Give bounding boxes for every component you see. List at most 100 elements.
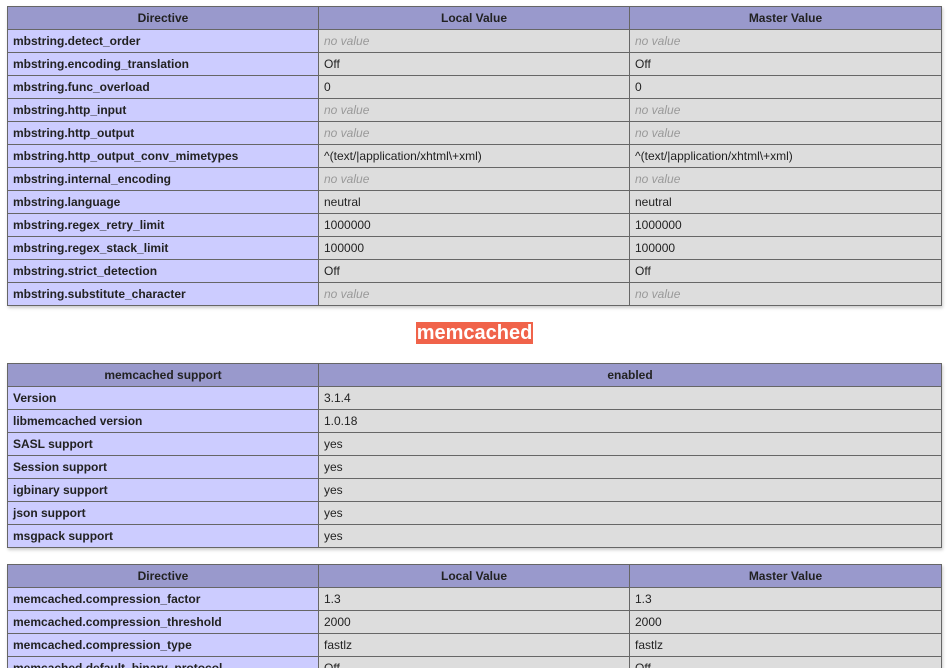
directive-value: fastlz bbox=[318, 633, 630, 657]
table-row: Session support yes bbox=[7, 455, 942, 479]
directive-value: no value bbox=[629, 121, 942, 145]
section-title-link[interactable]: memcached bbox=[415, 322, 534, 344]
table-row: mbstring.substitute_character no value no … bbox=[7, 282, 942, 306]
directive-name: msgpack support bbox=[7, 524, 319, 548]
table-row: mbstring.http_output no value no value bbox=[7, 121, 942, 145]
no-value: no value bbox=[635, 103, 681, 117]
no-value: no value bbox=[324, 172, 370, 186]
directive-value: no value bbox=[318, 121, 630, 145]
directive-name: memcached.compression_factor bbox=[7, 587, 319, 611]
directive-name: mbstring.func_overload bbox=[7, 75, 319, 99]
directive-value: neutral bbox=[629, 190, 942, 214]
table-row: memcached.compression_type fastlz fastlz bbox=[7, 633, 942, 657]
directive-value: ^(text/|application/xhtml\+xml) bbox=[629, 144, 942, 168]
directive-value: 3.1.4 bbox=[318, 386, 942, 410]
directive-value: Off bbox=[629, 656, 942, 668]
directive-value: no value bbox=[629, 282, 942, 306]
table-row: mbstring.regex_stack_limit 100000 100000 bbox=[7, 236, 942, 260]
table-row: json support yes bbox=[7, 501, 942, 525]
directive-value: Off bbox=[318, 656, 630, 668]
directive-name: mbstring.http_input bbox=[7, 98, 319, 122]
no-value: no value bbox=[324, 287, 370, 301]
directive-name: Session support bbox=[7, 455, 319, 479]
directive-value: no value bbox=[318, 29, 630, 53]
table-row: mbstring.http_output_conv_mimetypes ^(tex… bbox=[7, 144, 942, 168]
no-value: no value bbox=[324, 34, 370, 48]
table-row: memcached.compression_threshold 2000 2000 bbox=[7, 610, 942, 634]
no-value: no value bbox=[635, 34, 681, 48]
directive-value: no value bbox=[318, 167, 630, 191]
header-row: memcached support enabled bbox=[7, 363, 942, 387]
directive-value: yes bbox=[318, 432, 942, 456]
directive-value: fastlz bbox=[629, 633, 942, 657]
no-value: no value bbox=[635, 172, 681, 186]
column-header: Master Value bbox=[629, 6, 942, 30]
directive-name: mbstring.internal_encoding bbox=[7, 167, 319, 191]
table-row: memcached.default_binary_protocol Off Off bbox=[7, 656, 942, 668]
directive-value: 1.3 bbox=[318, 587, 630, 611]
directive-value: 1.0.18 bbox=[318, 409, 942, 433]
column-header: Local Value bbox=[318, 6, 630, 30]
column-header: enabled bbox=[318, 363, 942, 387]
header-row: Directive Local Value Master Value bbox=[7, 6, 942, 30]
column-header: Directive bbox=[7, 564, 319, 588]
no-value: no value bbox=[635, 287, 681, 301]
directive-name: mbstring.detect_order bbox=[7, 29, 319, 53]
table-row: mbstring.func_overload 0 0 bbox=[7, 75, 942, 99]
table-row: libmemcached version 1.0.18 bbox=[7, 409, 942, 433]
column-header: memcached support bbox=[7, 363, 319, 387]
directive-value: 2000 bbox=[629, 610, 942, 634]
table-row: memcached.compression_factor 1.3 1.3 bbox=[7, 587, 942, 611]
directive-name: SASL support bbox=[7, 432, 319, 456]
directive-value: no value bbox=[318, 98, 630, 122]
table-row: Version 3.1.4 bbox=[7, 386, 942, 410]
directive-value: no value bbox=[629, 98, 942, 122]
directive-name: mbstring.regex_stack_limit bbox=[7, 236, 319, 260]
section-title: memcached bbox=[0, 322, 949, 344]
directive-name: memcached.compression_type bbox=[7, 633, 319, 657]
directive-value: yes bbox=[318, 524, 942, 548]
table-row: SASL support yes bbox=[7, 432, 942, 456]
directive-value: neutral bbox=[318, 190, 630, 214]
directive-name: mbstring.language bbox=[7, 190, 319, 214]
table-row: mbstring.http_input no value no value bbox=[7, 98, 942, 122]
directive-name: libmemcached version bbox=[7, 409, 319, 433]
mbstring-directives-table: Directive Local Value Master Value mbstring… bbox=[7, 6, 942, 306]
directive-value: no value bbox=[629, 29, 942, 53]
no-value: no value bbox=[324, 103, 370, 117]
memcached-support-table: memcached support enabled Version 3.1.4 libm… bbox=[7, 363, 942, 548]
table-row: mbstring.language neutral neutral bbox=[7, 190, 942, 214]
directive-value: yes bbox=[318, 501, 942, 525]
directive-value: 0 bbox=[318, 75, 630, 99]
table-row: mbstring.encoding_translation Off Off bbox=[7, 52, 942, 76]
table-row: mbstring.internal_encoding no value no val… bbox=[7, 167, 942, 191]
memcached-directives-table: Directive Local Value Master Value memcache… bbox=[7, 564, 942, 668]
no-value: no value bbox=[635, 126, 681, 140]
directive-value: 100000 bbox=[629, 236, 942, 260]
directive-value: no value bbox=[629, 167, 942, 191]
directive-name: mbstring.strict_detection bbox=[7, 259, 319, 283]
header-row: Directive Local Value Master Value bbox=[7, 564, 942, 588]
directive-value: no value bbox=[318, 282, 630, 306]
no-value: no value bbox=[324, 126, 370, 140]
directive-name: mbstring.regex_retry_limit bbox=[7, 213, 319, 237]
directive-name: memcached.compression_threshold bbox=[7, 610, 319, 634]
directive-value: Off bbox=[318, 52, 630, 76]
directive-name: mbstring.http_output_conv_mimetypes bbox=[7, 144, 319, 168]
directive-name: memcached.default_binary_protocol bbox=[7, 656, 319, 668]
column-header: Local Value bbox=[318, 564, 630, 588]
table-row: igbinary support yes bbox=[7, 478, 942, 502]
directive-value: 100000 bbox=[318, 236, 630, 260]
table-row: mbstring.regex_retry_limit 1000000 1000000 bbox=[7, 213, 942, 237]
directive-value: 0 bbox=[629, 75, 942, 99]
column-header: Directive bbox=[7, 6, 319, 30]
directive-name: mbstring.encoding_translation bbox=[7, 52, 319, 76]
directive-name: igbinary support bbox=[7, 478, 319, 502]
table-row: mbstring.strict_detection Off Off bbox=[7, 259, 942, 283]
directive-name: Version bbox=[7, 386, 319, 410]
directive-value: 1000000 bbox=[629, 213, 942, 237]
table-row: msgpack support yes bbox=[7, 524, 942, 548]
directive-value: Off bbox=[629, 52, 942, 76]
directive-value: ^(text/|application/xhtml\+xml) bbox=[318, 144, 630, 168]
directive-value: yes bbox=[318, 478, 942, 502]
